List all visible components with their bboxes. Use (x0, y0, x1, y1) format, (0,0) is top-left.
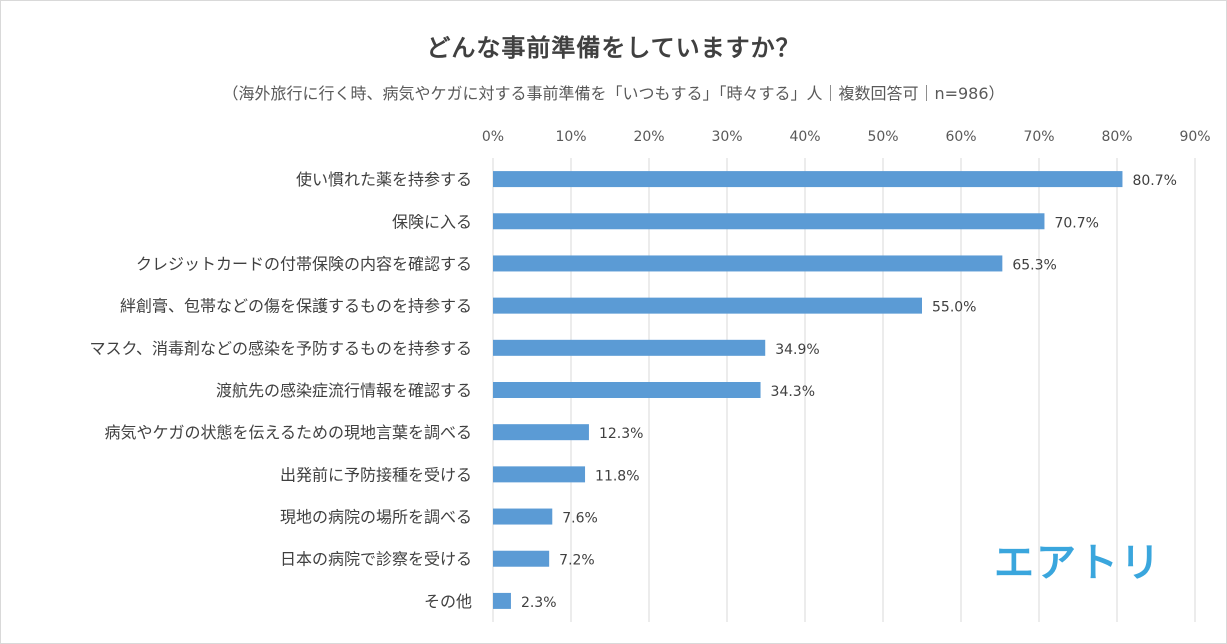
category-labels: 使い慣れた薬を持参する保険に入るクレジットカードの付帯保険の内容を確認する絆創膏… (89, 170, 472, 611)
category-label: その他 (424, 592, 472, 611)
bar (493, 255, 1003, 272)
value-labels: 80.7% 70.7% 65.3% 55.0% 34.9% 34.3% 12.3% 11.8%… (521, 173, 1177, 611)
value-label: 65.3% (1012, 257, 1056, 273)
bar (493, 550, 550, 567)
x-tick-label: 70% (1023, 129, 1054, 145)
value-label: 34.3% (771, 384, 815, 400)
value-label: 55.0% (932, 300, 976, 316)
category-label: 保険に入る (392, 212, 472, 231)
bar (493, 213, 1045, 230)
category-label: 絆創膏、包帯などの傷を保護するものを持参する (120, 297, 472, 316)
value-label: 7.6% (562, 511, 598, 527)
bar (493, 508, 553, 525)
value-label: 12.3% (599, 426, 643, 442)
category-label: 出発前に予防接種を受ける (280, 465, 472, 484)
category-label: 日本の病院で診察を受ける (280, 550, 472, 569)
value-label: 34.9% (775, 342, 819, 358)
value-label: 80.7% (1132, 173, 1176, 189)
category-label: 渡航先の感染症流行情報を確認する (216, 381, 472, 400)
x-tick-label: 10% (555, 129, 586, 145)
value-label: 11.8% (595, 468, 639, 484)
x-tick-label: 90% (1179, 129, 1210, 145)
category-label: 現地の病院の場所を調べる (280, 508, 472, 527)
bar (493, 339, 766, 356)
x-tick-label: 0% (482, 129, 504, 145)
x-tick-label: 40% (789, 129, 820, 145)
airtrip-logo: エアトリ (994, 540, 1162, 586)
category-label: マスク、消毒剤などの感染を予防するものを持参する (89, 339, 472, 358)
category-label: クレジットカードの付帯保険の内容を確認する (136, 254, 472, 273)
category-label: 使い慣れた薬を持参する (296, 170, 472, 189)
bar (493, 171, 1123, 188)
bar (493, 382, 761, 398)
x-tick-label: 20% (633, 129, 664, 145)
x-axis-ticks: 0% 10% 20% 30% 40% 50% 60% 70% 80% 90% (482, 129, 1211, 145)
bar (493, 466, 586, 483)
value-label: 7.2% (559, 553, 595, 569)
bar (493, 297, 922, 314)
x-tick-label: 30% (711, 129, 742, 145)
bar (493, 592, 511, 609)
value-label: 2.3% (521, 595, 557, 611)
chart-title: どんな事前準備をしていますか？ (426, 34, 801, 62)
bars (493, 171, 1123, 609)
x-tick-label: 60% (945, 129, 976, 145)
value-label: 70.7% (1054, 215, 1098, 231)
category-label: 病気やケガの状態を伝えるための現地言葉を調べる (104, 423, 472, 442)
x-tick-label: 50% (867, 129, 898, 145)
x-tick-label: 80% (1101, 129, 1132, 145)
chart-subtitle: （海外旅行に行く時、病気やケガに対する事前準備を「いつもする」「時々する」人｜複… (222, 84, 1005, 103)
bar (493, 424, 589, 441)
